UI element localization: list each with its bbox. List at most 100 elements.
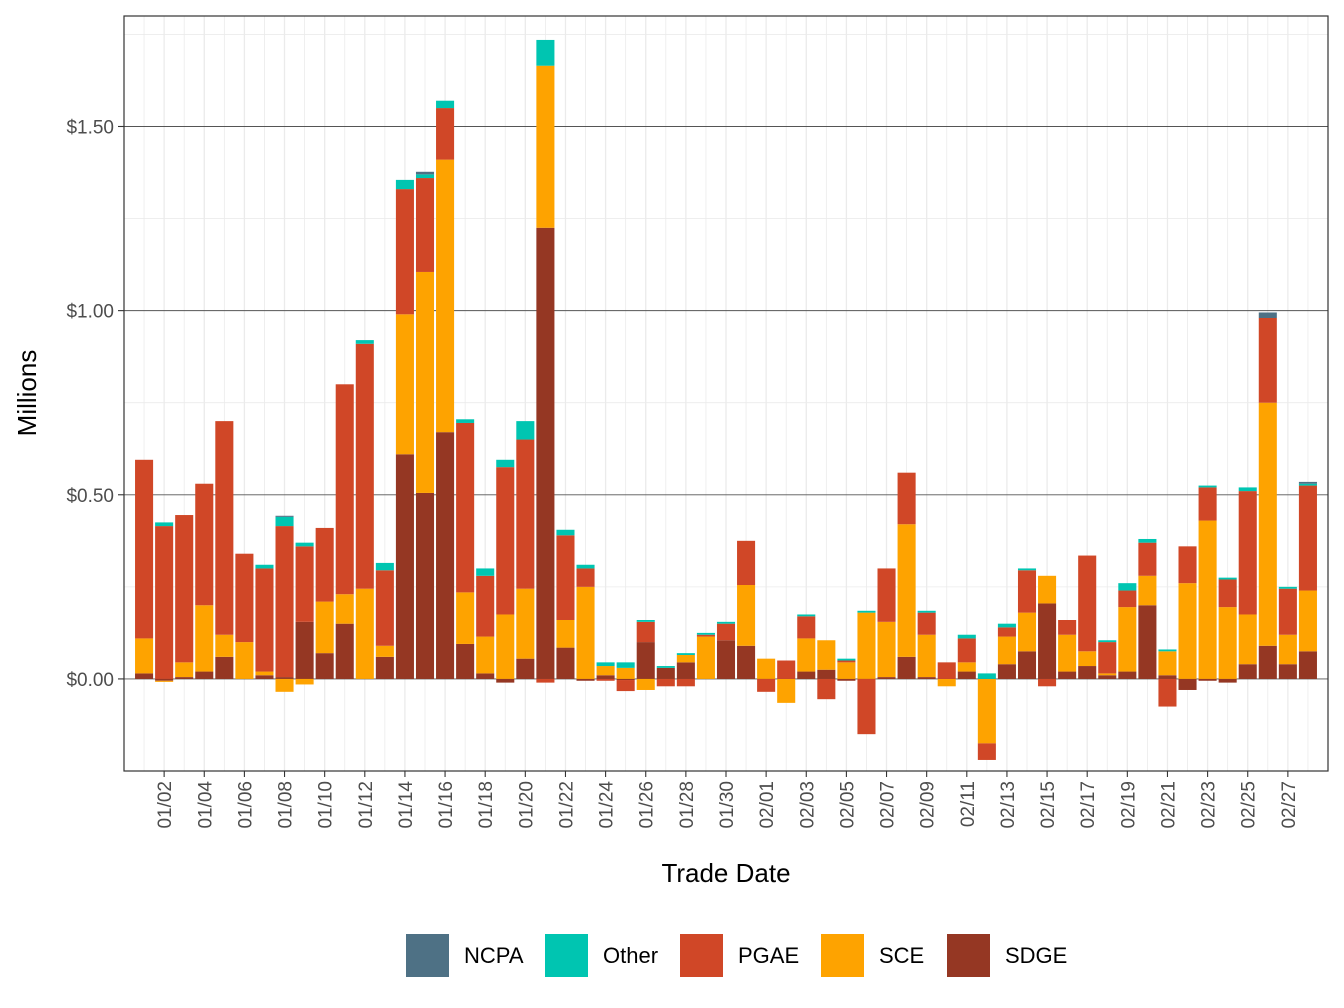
bar-segment-sdge bbox=[917, 677, 936, 679]
bar-segment-sdge bbox=[897, 656, 916, 679]
bar-segment-sce bbox=[315, 601, 334, 654]
bar-segment-sce bbox=[897, 524, 916, 657]
bar-segment-other bbox=[1138, 538, 1157, 543]
bar-segment-pgae bbox=[395, 189, 414, 315]
bar-segment-other bbox=[1218, 577, 1237, 580]
bar-segment-sdge bbox=[837, 678, 856, 681]
bar-segment-pgae bbox=[1218, 579, 1237, 608]
bar-segment-sce bbox=[917, 634, 936, 678]
bar-segment-sdge bbox=[1198, 678, 1217, 681]
y-tick-label: $1.00 bbox=[66, 302, 114, 323]
legend-label: NCPA bbox=[464, 943, 524, 968]
legend-swatch bbox=[406, 934, 449, 977]
y-tick-label: $0.00 bbox=[66, 670, 114, 691]
x-tick-label: 01/30 bbox=[717, 781, 738, 829]
bar-segment-pgae bbox=[997, 627, 1016, 637]
bar-segment-sdge bbox=[175, 677, 194, 679]
bar-segment-pgae bbox=[175, 515, 194, 663]
x-tick-label: 02/19 bbox=[1118, 781, 1139, 829]
bar-segment-pgae bbox=[596, 678, 615, 681]
bar-segment-pgae bbox=[355, 343, 374, 589]
y-tick-label: $0.50 bbox=[66, 486, 114, 507]
bar-segment-sce bbox=[737, 585, 756, 646]
x-tick-label: 02/13 bbox=[998, 781, 1019, 829]
bar-segment-pgae bbox=[797, 616, 816, 639]
bar-segment-pgae bbox=[877, 568, 896, 622]
x-tick-label: 02/03 bbox=[797, 781, 818, 829]
bar-segment-pgae bbox=[536, 678, 555, 683]
legend: NCPA Other PGAE SCE SDGE bbox=[406, 934, 1067, 977]
bar-segment-other bbox=[1118, 583, 1137, 591]
bar-segment-pgae bbox=[737, 540, 756, 586]
bar-segment-pgae bbox=[1038, 678, 1057, 687]
bar-segment-sdge bbox=[676, 662, 695, 679]
bar-segment-pgae bbox=[315, 527, 334, 602]
bar-segment-sce bbox=[1198, 520, 1217, 679]
y-axis-title: Millions bbox=[12, 350, 42, 437]
bar-segment-other bbox=[696, 632, 715, 635]
bar-segment-sce bbox=[1218, 607, 1237, 679]
bar-segment-sce bbox=[215, 634, 234, 657]
bar-segment-sdge bbox=[476, 673, 495, 679]
bar-segment-pgae bbox=[897, 472, 916, 525]
bar-segment-sce bbox=[415, 271, 435, 493]
legend-item-pgae: PGAE bbox=[680, 934, 799, 977]
bar-segment-pgae bbox=[937, 662, 956, 679]
x-tick-label: 02/11 bbox=[958, 781, 979, 827]
x-tick-label: 02/27 bbox=[1279, 781, 1300, 829]
bar-segment-sdge bbox=[415, 492, 435, 679]
bar-segment-pgae bbox=[777, 660, 796, 679]
bar-segment-sdge bbox=[596, 675, 615, 679]
bar-segment-sce bbox=[375, 645, 394, 657]
bar-segment-pgae bbox=[516, 439, 535, 589]
bar-segment-sce bbox=[235, 642, 254, 679]
legend-swatch bbox=[680, 934, 723, 977]
bar-segment-sdge bbox=[456, 643, 475, 679]
bar-segment-sdge bbox=[275, 677, 294, 679]
bar-segment-sce bbox=[476, 636, 495, 674]
bar-segment-other bbox=[295, 542, 314, 547]
bar-segment-sdge bbox=[797, 671, 816, 679]
bar-segment-sdge bbox=[716, 640, 736, 679]
bar-segment-sdge bbox=[135, 673, 154, 679]
bar-segment-sce bbox=[757, 658, 776, 679]
bar-segment-sdge bbox=[1278, 664, 1297, 679]
bar-segment-pgae bbox=[215, 421, 234, 635]
legend-item-ncpa: NCPA bbox=[406, 934, 524, 977]
bar-segment-sdge bbox=[436, 432, 455, 679]
bar-segment-sce bbox=[1078, 651, 1097, 667]
bar-segment-other bbox=[917, 610, 936, 613]
bar-segment-sdge bbox=[516, 658, 535, 679]
bar-segment-other bbox=[155, 522, 174, 527]
bar-segment-other bbox=[957, 634, 976, 639]
bar-segment-sce bbox=[395, 314, 414, 455]
bar-segment-sdge bbox=[957, 671, 976, 679]
bar-segment-sce bbox=[135, 638, 154, 674]
bar-segment-sdge bbox=[335, 623, 354, 679]
bar-segment-pgae bbox=[456, 422, 475, 593]
bar-segment-sce bbox=[797, 638, 816, 672]
x-tick-label: 01/02 bbox=[155, 781, 176, 829]
bar-segment-pgae bbox=[476, 575, 495, 637]
bar-segment-other bbox=[436, 100, 455, 109]
bar-segment-sce bbox=[436, 159, 455, 433]
bar-segment-other bbox=[576, 564, 595, 569]
legend-swatch bbox=[821, 934, 864, 977]
bar-segment-sdge bbox=[1078, 666, 1097, 679]
bar-segment-pgae bbox=[1278, 588, 1297, 635]
bar-segment-pgae bbox=[1058, 620, 1077, 635]
bar-segment-sce bbox=[616, 667, 635, 679]
bar-segment-sce bbox=[335, 594, 354, 624]
bar-segment-other bbox=[616, 662, 635, 668]
bar-segment-pgae bbox=[556, 535, 575, 620]
x-tick-label: 01/08 bbox=[276, 781, 297, 829]
bars bbox=[135, 39, 1317, 760]
bar-segment-sce bbox=[877, 621, 896, 678]
bar-segment-sdge bbox=[1178, 678, 1197, 690]
bar-segment-pgae bbox=[436, 108, 455, 160]
x-tick-label: 02/01 bbox=[757, 781, 778, 829]
bar-segment-sdge bbox=[255, 675, 274, 679]
bar-segment-sce bbox=[837, 662, 856, 679]
bar-segment-ncpa bbox=[415, 171, 435, 175]
bar-segment-sdge bbox=[155, 678, 174, 681]
